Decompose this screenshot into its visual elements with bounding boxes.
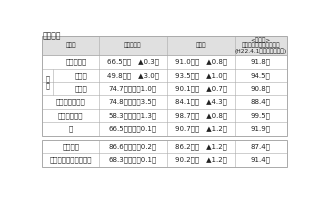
Text: <参　考>: <参 考>	[251, 38, 271, 43]
Text: 90.7％（ ▲1.2）: 90.7％（ ▲1.2）	[175, 126, 227, 132]
Text: 専修学校を含めた総計: 専修学校を含めた総計	[49, 157, 92, 163]
Text: 91.0％（ ▲0.8）: 91.0％（ ▲0.8）	[175, 59, 227, 65]
Text: 私　立: 私 立	[75, 85, 87, 92]
Bar	[43, 36, 287, 136]
Text: 87.4％: 87.4％	[251, 143, 271, 150]
Text: う: う	[46, 75, 50, 82]
Bar	[43, 69, 287, 82]
Text: (H22.4.1現在調査の結果): (H22.4.1現在調査の結果)	[235, 48, 287, 54]
Text: 高等専門学校: 高等専門学校	[58, 112, 84, 119]
Text: 計: 計	[68, 126, 73, 132]
Text: 短　期　大　学: 短 期 大 学	[56, 99, 85, 105]
Text: 区　分: 区 分	[65, 43, 76, 48]
Text: 98.7％（ ▲0.8）: 98.7％（ ▲0.8）	[175, 112, 227, 119]
Bar	[43, 122, 287, 136]
Text: 66.5％（　　0.1）: 66.5％（ 0.1）	[109, 126, 157, 132]
Bar	[43, 95, 287, 109]
Text: 前年度卒業学生の就職率: 前年度卒業学生の就職率	[242, 43, 280, 48]
Text: 74.7％（　　1.0）: 74.7％（ 1.0）	[109, 85, 157, 92]
Text: 90.8％: 90.8％	[251, 85, 271, 92]
Text: 74.8％（　　3.5）: 74.8％（ 3.5）	[109, 99, 157, 105]
Bar	[43, 82, 287, 95]
Text: 86.2％（ ▲1.2）: 86.2％（ ▲1.2）	[175, 143, 227, 150]
Text: 90.2％（ ▲1.2）: 90.2％（ ▲1.2）	[175, 157, 227, 163]
Text: 91.8％: 91.8％	[251, 59, 271, 65]
Text: 66.5％（ ▲0.3）: 66.5％（ ▲0.3）	[107, 59, 159, 65]
Text: 就職率: 就職率	[196, 43, 206, 48]
Text: ち: ち	[46, 82, 50, 89]
Text: 91.4％: 91.4％	[251, 157, 271, 163]
Text: 68.3％（　　0.1）: 68.3％（ 0.1）	[109, 157, 157, 163]
Bar	[43, 55, 287, 69]
Bar	[43, 36, 287, 55]
Text: 84.1％（ ▲4.3）: 84.1％（ ▲4.3）	[175, 99, 227, 105]
Text: 49.8％（ ▲3.0）: 49.8％（ ▲3.0）	[107, 72, 159, 79]
Bar	[43, 153, 287, 167]
Text: 大　　　学: 大 学	[66, 59, 87, 65]
Bar	[43, 140, 287, 167]
Bar	[43, 109, 287, 122]
Bar	[43, 140, 287, 153]
Text: 91.9％: 91.9％	[251, 126, 271, 132]
Text: 【全体】: 【全体】	[43, 31, 61, 40]
Text: 専修学校: 専修学校	[62, 143, 79, 150]
Text: 90.1％（ ▲0.7）: 90.1％（ ▲0.7）	[175, 85, 227, 92]
Text: 国公立: 国公立	[75, 72, 87, 79]
Text: 就職希望率: 就職希望率	[124, 43, 141, 48]
Text: 93.5％（ ▲1.0）: 93.5％（ ▲1.0）	[175, 72, 227, 79]
Text: 88.4％: 88.4％	[251, 99, 271, 105]
Text: 99.5％: 99.5％	[251, 112, 271, 119]
Text: 86.6％（　　0.2）: 86.6％（ 0.2）	[109, 143, 157, 150]
Text: 58.3％（　　1.3）: 58.3％（ 1.3）	[109, 112, 157, 119]
Text: 94.5％: 94.5％	[251, 72, 271, 79]
